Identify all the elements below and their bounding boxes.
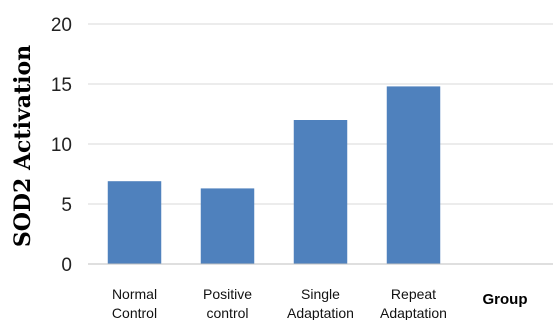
y-tick-15: 15 bbox=[51, 75, 72, 96]
bar-0 bbox=[107, 181, 162, 264]
y-tick-20: 20 bbox=[51, 15, 72, 36]
x-tick-labels: Normal Control Positive control Single Adapta… bbox=[112, 286, 447, 320]
bars bbox=[107, 86, 441, 265]
y-tick-10: 10 bbox=[51, 135, 72, 156]
y-axis-label: SOD2 Activation bbox=[10, 45, 36, 247]
bar-3 bbox=[386, 86, 441, 265]
x-axis-label: Group bbox=[483, 291, 528, 308]
bar-2 bbox=[293, 120, 348, 264]
x-tick-1: Positive control bbox=[203, 286, 252, 320]
y-tick-0: 0 bbox=[61, 255, 72, 276]
y-tick-labels: 0 5 10 15 20 bbox=[51, 15, 72, 276]
x-tick-3: Repeat Adaptation bbox=[380, 286, 447, 320]
x-tick-2: Single Adaptation bbox=[287, 286, 354, 320]
x-tick-0: Normal Control bbox=[112, 286, 157, 320]
y-tick-5: 5 bbox=[61, 195, 72, 216]
bar-1 bbox=[200, 188, 255, 264]
